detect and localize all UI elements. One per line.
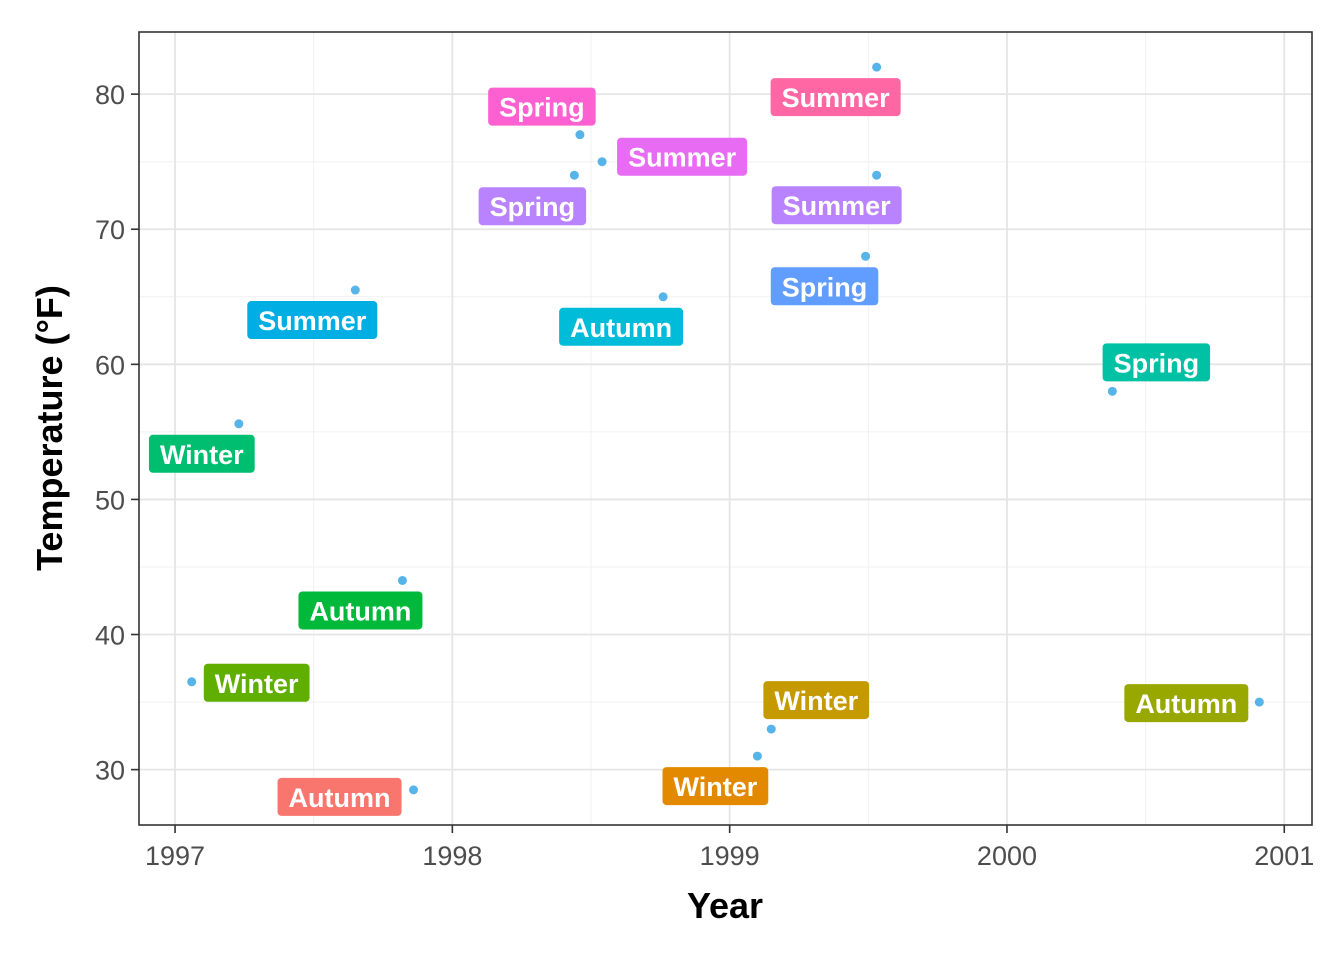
data-point xyxy=(872,62,882,72)
point-label: Winter xyxy=(763,681,870,720)
data-point xyxy=(1254,697,1264,707)
label-text: Spring xyxy=(1114,348,1200,378)
data-point xyxy=(187,677,197,687)
y-tick-label: 50 xyxy=(95,485,125,515)
point-label: Autumn xyxy=(559,307,684,346)
y-tick-label: 80 xyxy=(95,80,125,110)
data-points xyxy=(187,62,1264,795)
label-background xyxy=(1102,343,1211,382)
point-label: Winter xyxy=(148,434,255,473)
y-tick-label: 60 xyxy=(95,350,125,380)
x-axis-title: Year xyxy=(687,885,763,926)
label-text: Winter xyxy=(774,686,858,716)
data-point xyxy=(766,724,776,734)
plot-panel-border xyxy=(138,31,1313,826)
label-background xyxy=(770,78,901,117)
label-background xyxy=(559,307,684,346)
point-label: Winter xyxy=(662,767,769,806)
data-point xyxy=(234,419,244,429)
y-tick-label: 30 xyxy=(95,756,125,786)
label-text: Spring xyxy=(490,192,576,222)
axis-ticks: 1997 1998 1999 2000 2001 30 40 50 60 70 80 xyxy=(95,80,1314,871)
label-text: Summer xyxy=(783,191,892,221)
x-tick-label: 1998 xyxy=(422,841,482,871)
point-label: Winter xyxy=(203,663,310,702)
point-label: Spring xyxy=(1102,343,1211,382)
label-text: Winter xyxy=(215,669,299,699)
label-text: Winter xyxy=(674,772,758,802)
label-background xyxy=(148,434,255,473)
label-text: Autumn xyxy=(289,783,391,813)
x-tick-label: 2000 xyxy=(977,841,1037,871)
label-text: Autumn xyxy=(570,313,672,343)
point-label: Spring xyxy=(488,87,596,126)
data-point xyxy=(1107,386,1117,396)
label-background xyxy=(277,777,402,816)
label-text: Autumn xyxy=(309,596,411,626)
data-point xyxy=(575,130,585,140)
label-background xyxy=(488,87,596,126)
y-axis-title: Temperature (°F) xyxy=(29,285,70,571)
data-point xyxy=(872,170,882,180)
label-background xyxy=(763,681,870,720)
point-label: Spring xyxy=(478,187,587,226)
data-point xyxy=(409,785,419,795)
data-point xyxy=(597,157,607,167)
label-text: Summer xyxy=(258,306,367,336)
label-text: Summer xyxy=(782,83,891,113)
label-text: Summer xyxy=(628,143,737,173)
label-background xyxy=(1124,684,1249,723)
point-label: Summer xyxy=(617,137,748,176)
x-tick-label: 1997 xyxy=(145,841,205,871)
label-text: Spring xyxy=(499,93,585,123)
data-point xyxy=(861,251,871,261)
point-label: Summer xyxy=(247,301,378,340)
x-tick-label: 1999 xyxy=(700,841,760,871)
label-background xyxy=(298,591,423,630)
point-label: Autumn xyxy=(298,591,423,630)
label-text: Spring xyxy=(782,272,868,302)
point-label: Autumn xyxy=(1124,684,1249,723)
point-label: Summer xyxy=(771,186,902,225)
data-labels: Winter Winter Summer Autumn Autumn Spring Spri… xyxy=(148,78,1249,816)
label-background xyxy=(247,301,378,340)
y-tick-label: 40 xyxy=(95,621,125,651)
x-tick-label: 2001 xyxy=(1254,841,1314,871)
data-point xyxy=(569,170,579,180)
label-text: Autumn xyxy=(1135,689,1237,719)
label-background xyxy=(203,663,310,702)
data-point xyxy=(752,751,762,761)
data-point xyxy=(397,575,407,585)
data-point xyxy=(658,292,668,302)
label-background xyxy=(662,767,769,806)
label-background xyxy=(770,267,879,306)
label-background xyxy=(617,137,748,176)
point-label: Spring xyxy=(770,267,879,306)
label-text: Winter xyxy=(160,440,244,470)
data-point xyxy=(350,285,360,295)
y-tick-label: 70 xyxy=(95,215,125,245)
point-label: Summer xyxy=(770,78,901,117)
point-label: Autumn xyxy=(277,777,402,816)
label-background xyxy=(478,187,587,226)
label-background xyxy=(771,186,902,225)
